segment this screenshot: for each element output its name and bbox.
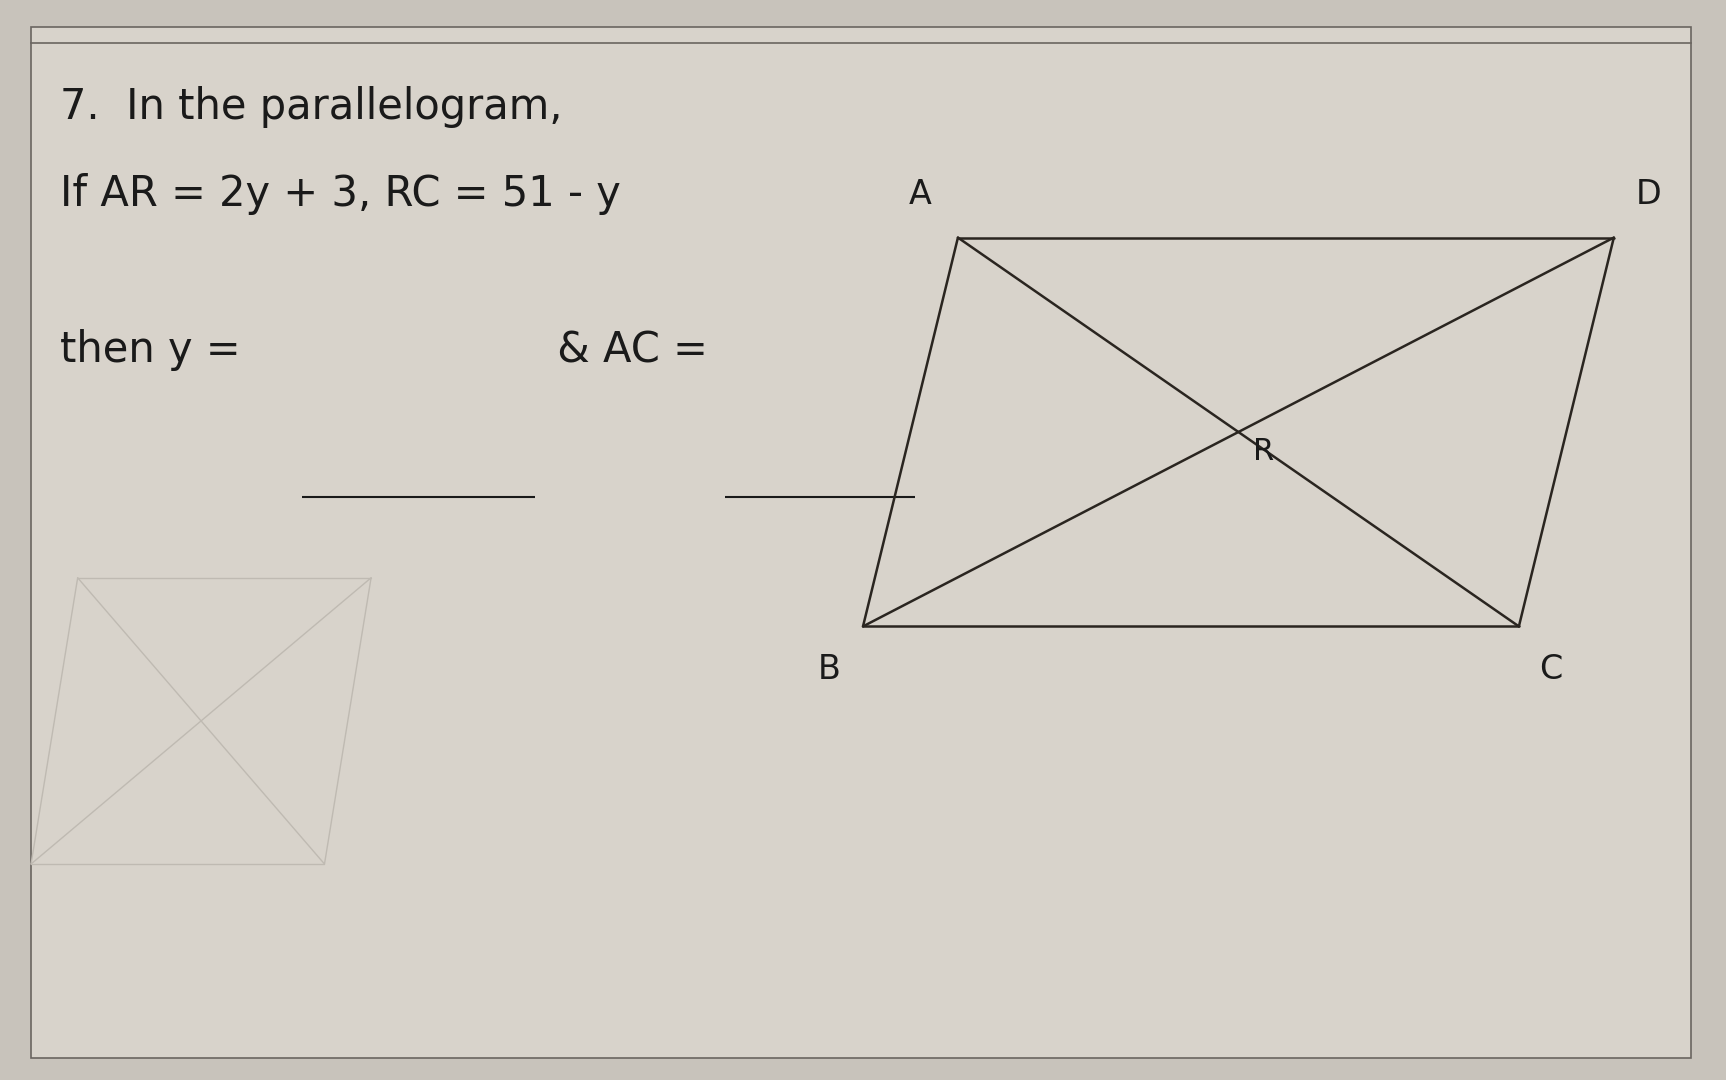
Text: & AC =: & AC = (544, 329, 721, 372)
Text: C: C (1540, 653, 1562, 687)
FancyBboxPatch shape (31, 27, 1691, 1058)
Text: D: D (1636, 177, 1662, 211)
Text: then y =: then y = (60, 329, 254, 372)
Text: A: A (910, 177, 932, 211)
Text: 7.  In the parallelogram,: 7. In the parallelogram, (60, 86, 563, 129)
Text: R: R (1253, 437, 1274, 467)
Text: If AR = 2y + 3, RC = 51 - y: If AR = 2y + 3, RC = 51 - y (60, 173, 621, 215)
Text: B: B (818, 653, 841, 687)
